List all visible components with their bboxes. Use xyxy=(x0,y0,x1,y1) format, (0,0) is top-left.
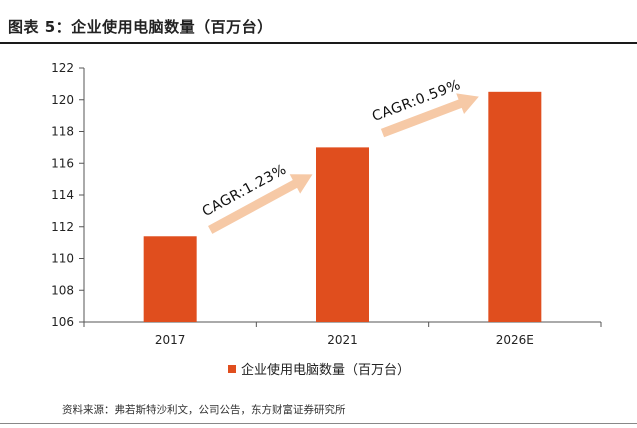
legend: 企业使用电脑数量（百万台） xyxy=(228,359,410,378)
cagr-arrow: CAGR:1.23% xyxy=(200,161,313,234)
title-divider xyxy=(0,42,637,44)
figure-title: 图表 5：企业使用电脑数量（百万台） xyxy=(8,18,273,36)
legend-label: 企业使用电脑数量（百万台） xyxy=(241,363,411,378)
y-tick-label: 108 xyxy=(51,283,74,297)
y-tick-label: 120 xyxy=(51,93,74,107)
x-axis: 2017 2021 2026E xyxy=(83,321,602,347)
bar-chart: 106 108 110 112 114 116 118 120 122 2017 2021 2026… xyxy=(51,61,602,347)
y-axis: 106 108 110 112 114 116 118 120 122 xyxy=(51,61,85,329)
x-tick-label: 2021 xyxy=(327,333,358,347)
y-tick-label: 118 xyxy=(51,125,74,139)
y-tick-label: 106 xyxy=(51,315,74,329)
x-tick-label: 2017 xyxy=(155,333,186,347)
cagr-arrow-shape xyxy=(380,93,479,138)
legend-swatch xyxy=(228,364,236,373)
cagr-arrow: CAGR:0.59% xyxy=(370,77,479,138)
source-note: 资料来源：弗若斯特沙利文，公司公告，东方财富证券研究所 xyxy=(62,404,346,416)
y-tick-label: 110 xyxy=(51,252,74,266)
y-tick-label: 116 xyxy=(51,156,74,170)
bar-2017 xyxy=(143,236,197,322)
cagr-arrow-shape xyxy=(208,174,313,234)
y-tick-label: 122 xyxy=(51,61,74,75)
bar-2021 xyxy=(316,147,369,322)
y-tick-label: 112 xyxy=(51,220,74,234)
y-tick-label: 114 xyxy=(51,188,74,202)
bar-series xyxy=(143,91,542,322)
bottom-divider xyxy=(0,423,637,424)
bar-2026E xyxy=(488,91,542,322)
x-tick-label: 2026E xyxy=(496,333,534,347)
